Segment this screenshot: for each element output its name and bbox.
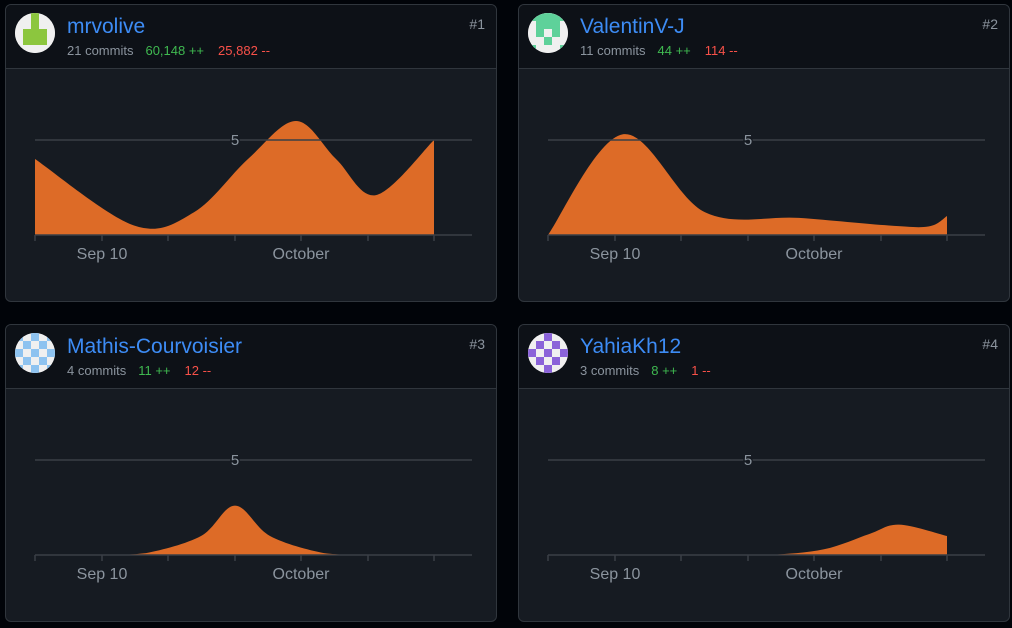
contribution-area-chart: 5 Sep 10 October — [34, 451, 472, 583]
additions-count: 8 ++ — [651, 363, 678, 378]
x-tick-label: Sep 10 — [590, 246, 641, 263]
contributor-username-link[interactable]: Mathis-Courvoisier — [67, 335, 243, 358]
commits-area-series — [35, 505, 434, 555]
x-tick-label: Sep 10 — [77, 246, 128, 263]
contributor-rank: #3 — [469, 336, 485, 352]
x-tick-label: Sep 10 — [590, 566, 641, 583]
contributor-header: mrvolive 21 commits 60,148 ++ 25,882 -- #1 — [6, 5, 496, 69]
x-tick-label: October — [273, 246, 331, 263]
additions-count: 44 ++ — [657, 43, 691, 58]
commit-count[interactable]: 21 commits — [67, 43, 134, 58]
contributor-card: Mathis-Courvoisier 4 commits 11 ++ 12 -- #3 5… — [5, 324, 497, 622]
contributor-header: Mathis-Courvoisier 4 commits 11 ++ 12 -- #3 — [6, 325, 496, 389]
y-reference-label: 5 — [231, 132, 239, 149]
identicon-blue-checker-avatar-icon[interactable] — [15, 333, 55, 373]
contributor-rank: #1 — [469, 16, 485, 32]
x-tick-label: Sep 10 — [77, 566, 128, 583]
identicon-green-avatar-icon[interactable] — [15, 13, 55, 53]
deletions-count: 25,882 -- — [218, 43, 271, 58]
contributor-header: ValentinV-J 11 commits 44 ++ 114 -- #2 — [519, 5, 1009, 69]
contribution-area-chart: 5 Sep 10 October — [547, 451, 985, 583]
commit-count[interactable]: 11 commits — [580, 43, 646, 58]
x-tick-label: October — [786, 246, 844, 263]
deletions-count: 12 -- — [184, 363, 212, 378]
deletions-count: 1 -- — [691, 363, 711, 378]
y-reference-label: 5 — [744, 452, 752, 469]
contributor-rank: #4 — [982, 336, 998, 352]
additions-count: 60,148 ++ — [145, 43, 205, 58]
commits-area-series — [35, 121, 434, 235]
contribution-area-chart: 5 Sep 10 October — [34, 121, 472, 263]
deletions-count: 114 -- — [704, 43, 738, 58]
x-tick-label: October — [273, 566, 331, 583]
commits-area-series — [548, 134, 947, 235]
contributor-card: YahiaKh12 3 commits 8 ++ 1 -- #4 5 Sep 10 Octob… — [518, 324, 1010, 622]
y-reference-label: 5 — [744, 132, 752, 149]
y-reference-label: 5 — [231, 452, 239, 469]
additions-count: 11 ++ — [138, 363, 171, 378]
contributor-card: mrvolive 21 commits 60,148 ++ 25,882 -- #1 5 S… — [5, 4, 497, 302]
contributor-stats: 11 commits 44 ++ 114 -- — [580, 43, 738, 58]
contributor-username-link[interactable]: mrvolive — [67, 15, 146, 38]
contributor-card: ValentinV-J 11 commits 44 ++ 114 -- #2 5 Sep 1… — [518, 4, 1010, 302]
identicon-purple-avatar-icon[interactable] — [528, 333, 568, 373]
contributor-stats: 3 commits 8 ++ 1 -- — [580, 363, 711, 378]
contribution-area-chart: 5 Sep 10 October — [547, 131, 985, 263]
contributor-header: YahiaKh12 3 commits 8 ++ 1 -- #4 — [519, 325, 1009, 389]
contributor-username-link[interactable]: ValentinV-J — [580, 15, 685, 38]
contributor-rank: #2 — [982, 16, 998, 32]
commits-area-series — [548, 524, 947, 555]
contributor-stats: 4 commits 11 ++ 12 -- — [67, 363, 211, 378]
contributor-stats: 21 commits 60,148 ++ 25,882 -- — [67, 43, 270, 58]
x-tick-label: October — [786, 566, 844, 583]
contributor-username-link[interactable]: YahiaKh12 — [580, 335, 682, 358]
commit-count[interactable]: 4 commits — [67, 363, 127, 378]
commit-count[interactable]: 3 commits — [580, 363, 640, 378]
